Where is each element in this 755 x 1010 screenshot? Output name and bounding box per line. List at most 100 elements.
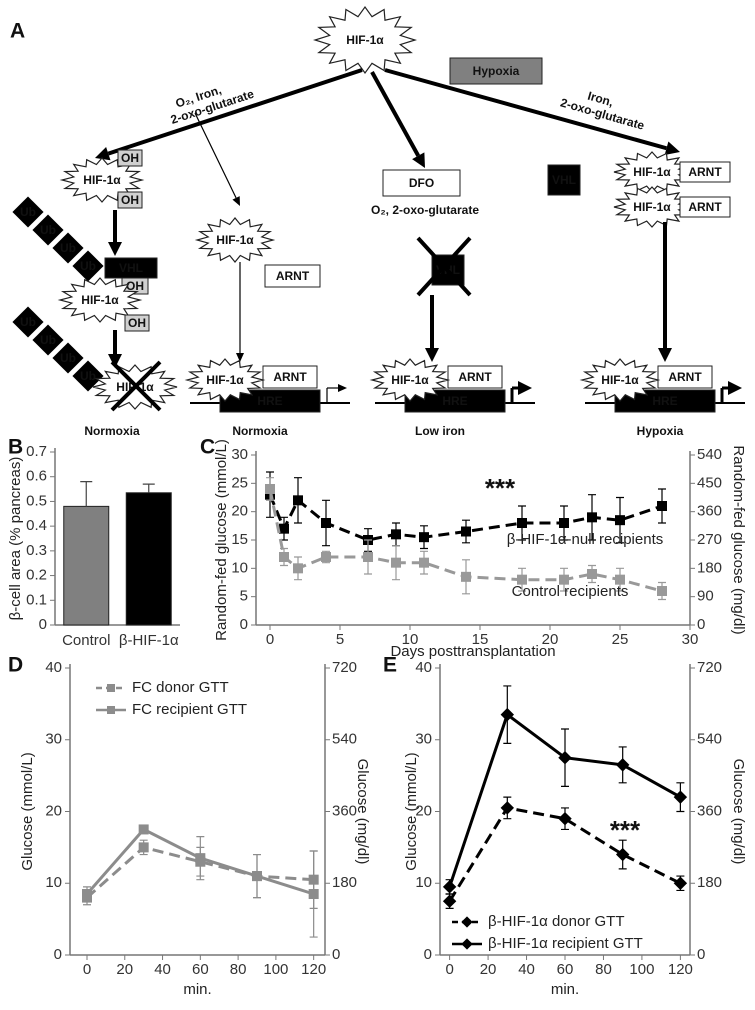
arrow-head <box>108 242 122 256</box>
bar <box>125 492 172 626</box>
marker <box>391 529 401 540</box>
arnt-box <box>262 365 318 389</box>
marker <box>279 552 289 562</box>
ub-label: Ub <box>80 259 96 273</box>
y2-tick-label: 360 <box>697 802 722 819</box>
arrow-head <box>95 146 111 161</box>
ub-diamond <box>52 232 84 264</box>
y-tick-label: 10 <box>231 559 248 576</box>
legend-marker <box>107 706 115 714</box>
dfo-label: DFO <box>409 176 434 190</box>
panel-letter: B <box>8 436 23 459</box>
x-tick-label: 0 <box>266 631 274 648</box>
hif-label: HIF-1α <box>346 33 384 47</box>
caption: Hypoxia <box>637 424 684 438</box>
y-tick-label: 40 <box>415 659 432 676</box>
cross-line <box>416 236 472 297</box>
hif-starburst <box>194 217 276 263</box>
marker <box>138 824 149 835</box>
y2-tick-label: 540 <box>697 731 722 748</box>
marker <box>615 574 625 585</box>
arrow-head <box>236 353 244 362</box>
marker <box>500 707 515 722</box>
y-tick-label: 15 <box>231 531 248 548</box>
caption: Normoxia <box>84 424 140 438</box>
annotation: *** <box>610 815 641 845</box>
arrow-head <box>664 141 680 155</box>
oh-label: OH <box>128 316 146 330</box>
y-tick-label: 30 <box>415 731 432 748</box>
arnt-box <box>679 161 731 183</box>
legend-marker <box>107 684 115 692</box>
ub-diamond <box>32 214 64 246</box>
series-label: β-HIF-1α-null recipients <box>507 531 664 548</box>
marker <box>461 571 471 582</box>
legend-marker <box>461 916 473 928</box>
panel-letter: E <box>383 654 397 677</box>
hre-label: HRE <box>442 394 467 408</box>
y-tick-label: 0.3 <box>26 542 47 559</box>
marker <box>252 871 262 882</box>
annotation: *** <box>485 473 516 503</box>
x-tick-label: 40 <box>154 961 171 978</box>
hre-box <box>404 389 506 413</box>
cross-line <box>110 360 162 412</box>
series-line <box>86 845 314 899</box>
oh-label: OH <box>126 279 144 293</box>
arnt-box <box>447 365 503 389</box>
x-axis-label: min. <box>183 981 211 998</box>
arrow-head <box>232 196 240 206</box>
y-tick-label: 10 <box>45 874 62 891</box>
ub-label: Ub <box>20 315 36 329</box>
arrow-line <box>107 68 363 156</box>
ub-diamond <box>12 306 44 338</box>
marker <box>293 563 303 574</box>
x-tick-label: β-HIF-1α <box>119 632 179 649</box>
marker <box>321 518 331 528</box>
y2-tick-label: 720 <box>697 659 722 676</box>
arrow-line <box>384 68 668 151</box>
arrow-head <box>108 354 122 368</box>
series-label: Control recipients <box>512 583 629 600</box>
y2-tick-label: 720 <box>332 659 357 676</box>
ub-label: Ub <box>20 205 36 219</box>
legend-label: β-HIF-1α donor GTT <box>488 913 625 930</box>
hif-label: HIF-1α <box>206 373 244 387</box>
y-axis-label: Random-fed glucose (mmol/L) <box>213 439 230 641</box>
error-bar <box>80 481 93 507</box>
hif-label: HIF-1α <box>216 233 254 247</box>
x-tick-label: 0 <box>83 961 91 978</box>
y-tick-label: 20 <box>415 802 432 819</box>
marker <box>82 889 92 900</box>
y-axis-label: Glucose (mmol/L) <box>403 752 420 870</box>
hif-label: HIF-1α <box>83 173 121 187</box>
x-tick-label: Control <box>62 632 110 649</box>
y-tick-label: 0 <box>424 946 432 963</box>
hif-starburst <box>312 5 418 75</box>
y2-tick-label: 270 <box>697 531 722 548</box>
y-tick-label: 0 <box>240 616 248 633</box>
y-tick-label: 20 <box>231 503 248 520</box>
arrow-head <box>425 348 439 362</box>
arnt-label: ARNT <box>668 370 702 384</box>
marker <box>657 586 667 596</box>
ub-diamond <box>12 196 44 228</box>
arnt-box <box>657 365 713 389</box>
y2-tick-label: 180 <box>697 559 722 576</box>
y2-tick-label: 180 <box>697 874 722 891</box>
marker <box>442 880 457 894</box>
hif-starburst <box>369 358 451 402</box>
x-tick-label: 20 <box>542 631 559 648</box>
panel-letter: C <box>200 436 215 459</box>
x-tick-label: 40 <box>518 961 535 978</box>
hif-starburst <box>579 358 661 402</box>
hif-starburst <box>613 151 691 193</box>
x-tick-label: 20 <box>480 961 497 978</box>
x-tick-label: 60 <box>192 961 209 978</box>
panel-letter: A <box>10 20 25 43</box>
oh-label: OH <box>121 151 139 165</box>
x-tick-label: 100 <box>263 961 288 978</box>
y-axis-label: β-cell area (% pancreas) <box>7 457 24 621</box>
x-axis-label: Days posttransplantation <box>390 643 555 660</box>
marker <box>293 495 303 506</box>
